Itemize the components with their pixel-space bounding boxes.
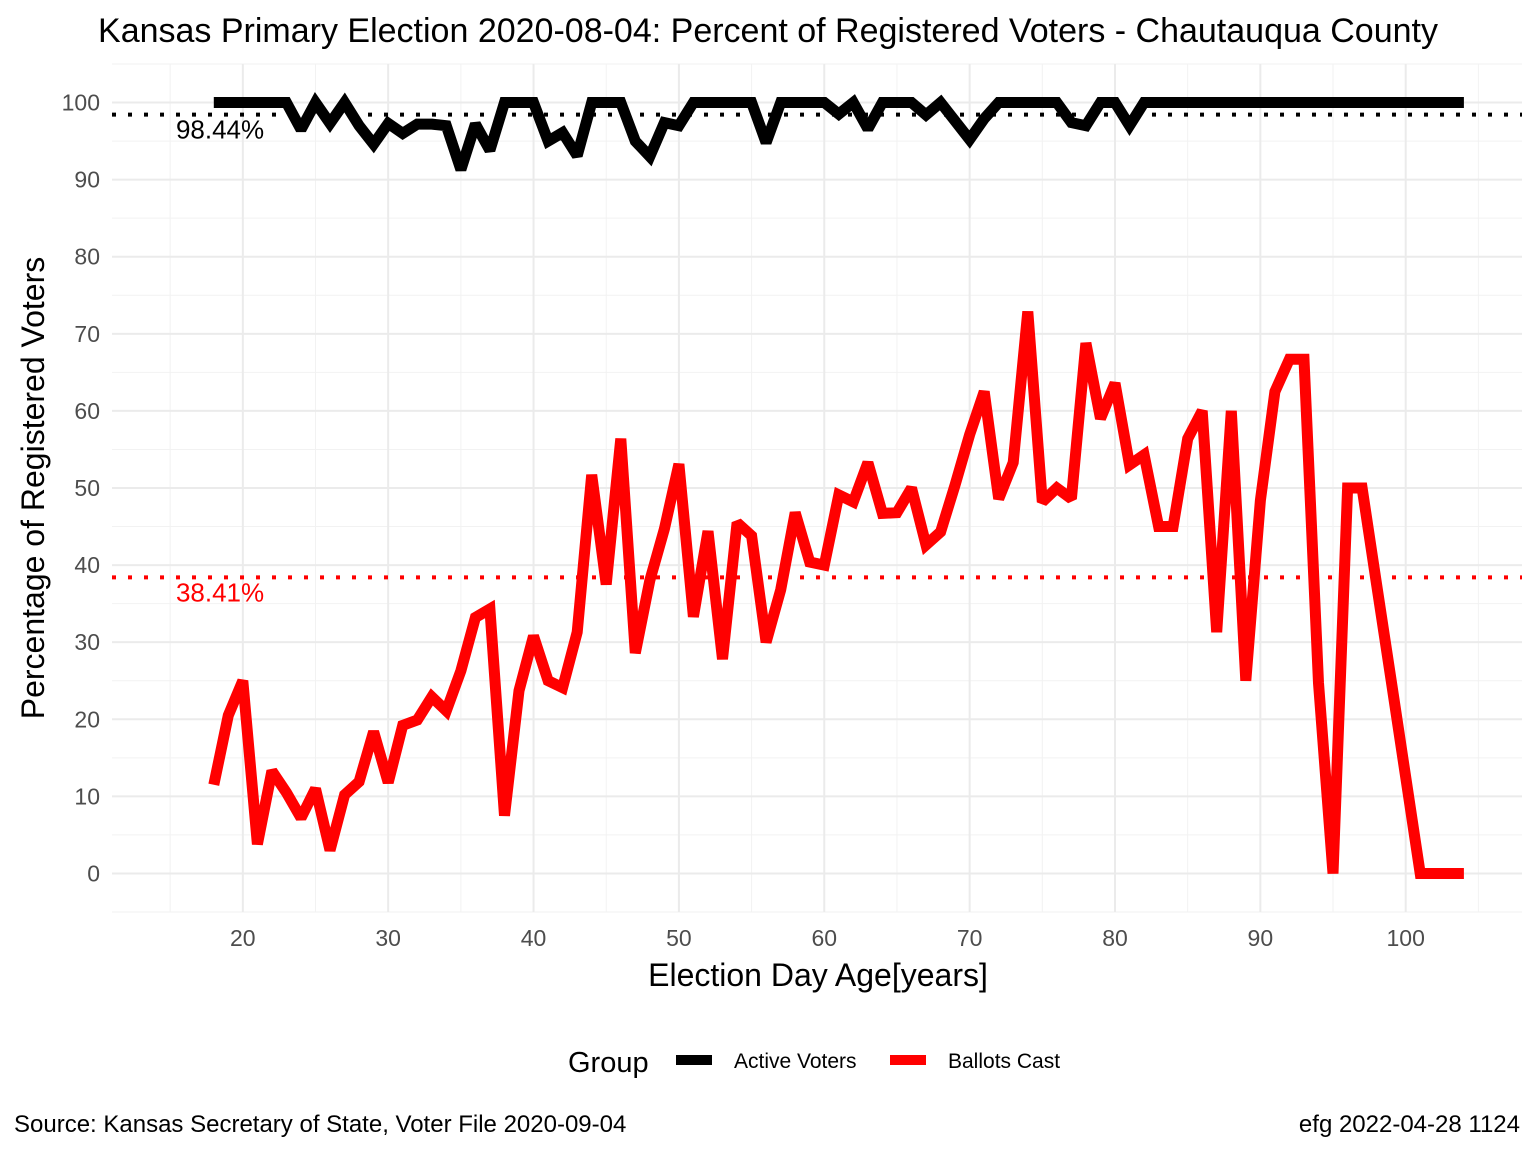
y-tick-label: 0 [87,860,100,886]
legend: Group Active Voters Ballots Cast [568,1047,1060,1079]
y-tick-label: 20 [74,706,100,732]
y-tick-label: 50 [74,475,100,501]
y-tick-label: 30 [74,629,100,655]
caption-source: Source: Kansas Secretary of State, Voter… [14,1111,626,1138]
reference-label: 38.41% [176,577,264,607]
grid-minor [112,63,1522,913]
x-tick-label: 70 [957,925,983,951]
legend-label: Ballots Cast [948,1050,1060,1073]
y-tick-label: 60 [74,398,100,424]
y-tick-label: 80 [74,244,100,270]
series-line [213,91,1464,172]
y-tick-label: 90 [74,167,100,193]
x-tick-label: 50 [666,925,692,951]
y-axis-title: Percentage of Registered Voters [15,257,51,720]
x-tick-label: 90 [1248,925,1274,951]
reference-lines [112,112,1522,580]
legend-label: Active Voters [734,1050,857,1073]
chart-title: Kansas Primary Election 2020-08-04: Perc… [98,12,1438,50]
x-tick-label: 80 [1102,925,1128,951]
y-tick-labels: 0 10 20 30 40 50 60 70 80 90 100 [62,90,100,887]
x-tick-label: 100 [1387,925,1425,951]
y-tick-label: 70 [74,321,100,347]
x-tick-labels: 20 30 40 50 60 70 80 90 100 [230,925,1425,951]
y-tick-label: 40 [74,552,100,578]
series-lines [208,91,1464,879]
x-tick-label: 30 [375,925,401,951]
x-tick-label: 20 [230,925,256,951]
x-axis-title: Election Day Age[years] [648,957,988,993]
grid-major [112,64,1522,912]
reference-labels: 98.44% 38.41% [176,115,264,608]
x-tick-label: 60 [811,925,837,951]
x-tick-label: 40 [521,925,547,951]
y-tick-label: 10 [74,783,100,809]
y-tick-label: 100 [62,90,100,116]
reference-label: 98.44% [176,115,264,145]
legend-title: Group [568,1047,649,1079]
caption-credit: efg 2022-04-28 1124 [1299,1111,1520,1138]
series-line [208,310,1464,879]
